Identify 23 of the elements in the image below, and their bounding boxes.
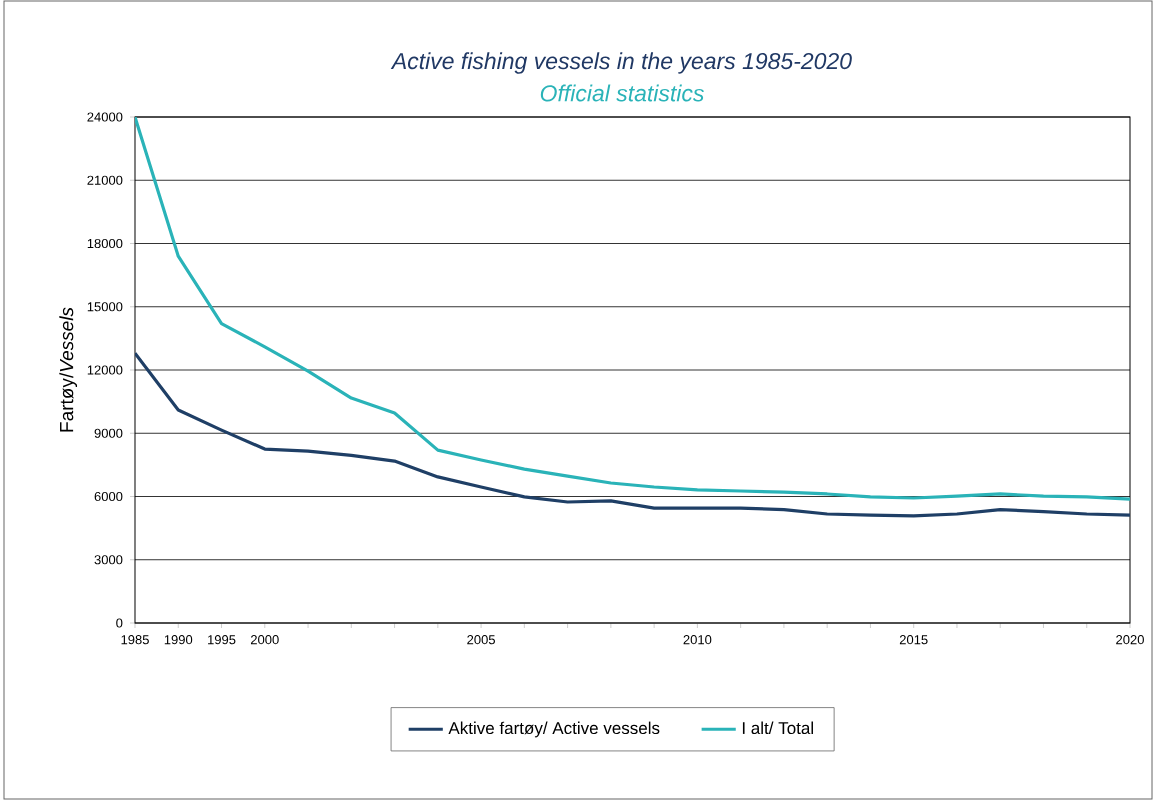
- x-tick-label: 1995: [208, 635, 236, 645]
- y-tick-label: 15000: [87, 302, 123, 312]
- line-series: [135, 117, 1130, 501]
- y-tick-label: 21000: [87, 175, 123, 185]
- y-tick-label: 24000: [87, 112, 123, 122]
- y-tick-label: 9000: [94, 428, 123, 438]
- chart-subtitle: Official statistics: [540, 84, 704, 102]
- x-tick-label: 2000: [250, 635, 279, 645]
- chart-title: Active fishing vessels in the years 1985-2020: [390, 52, 852, 74]
- y-axis-title: Fartøy/Vessels: [59, 307, 78, 432]
- legend-label: I alt/ Total: [742, 721, 813, 735]
- x-tick-label: 2010: [683, 635, 712, 645]
- y-tick-label: 6000: [94, 491, 123, 502]
- y-tick-label: 3000: [94, 555, 123, 565]
- y-tick-label: 12000: [87, 365, 123, 375]
- y-tick-label: 18000: [87, 238, 123, 249]
- x-tick-label: 1985: [121, 635, 149, 645]
- x-tick-label: 2020: [1116, 635, 1144, 645]
- x-tick-label: 2005: [467, 635, 495, 645]
- y-tick-label: 0: [116, 618, 123, 628]
- legend-label: Aktive fartøy/ Active vessels: [448, 721, 660, 738]
- x-tick-label: 1990: [164, 635, 193, 645]
- x-tick-label: 2015: [899, 635, 928, 645]
